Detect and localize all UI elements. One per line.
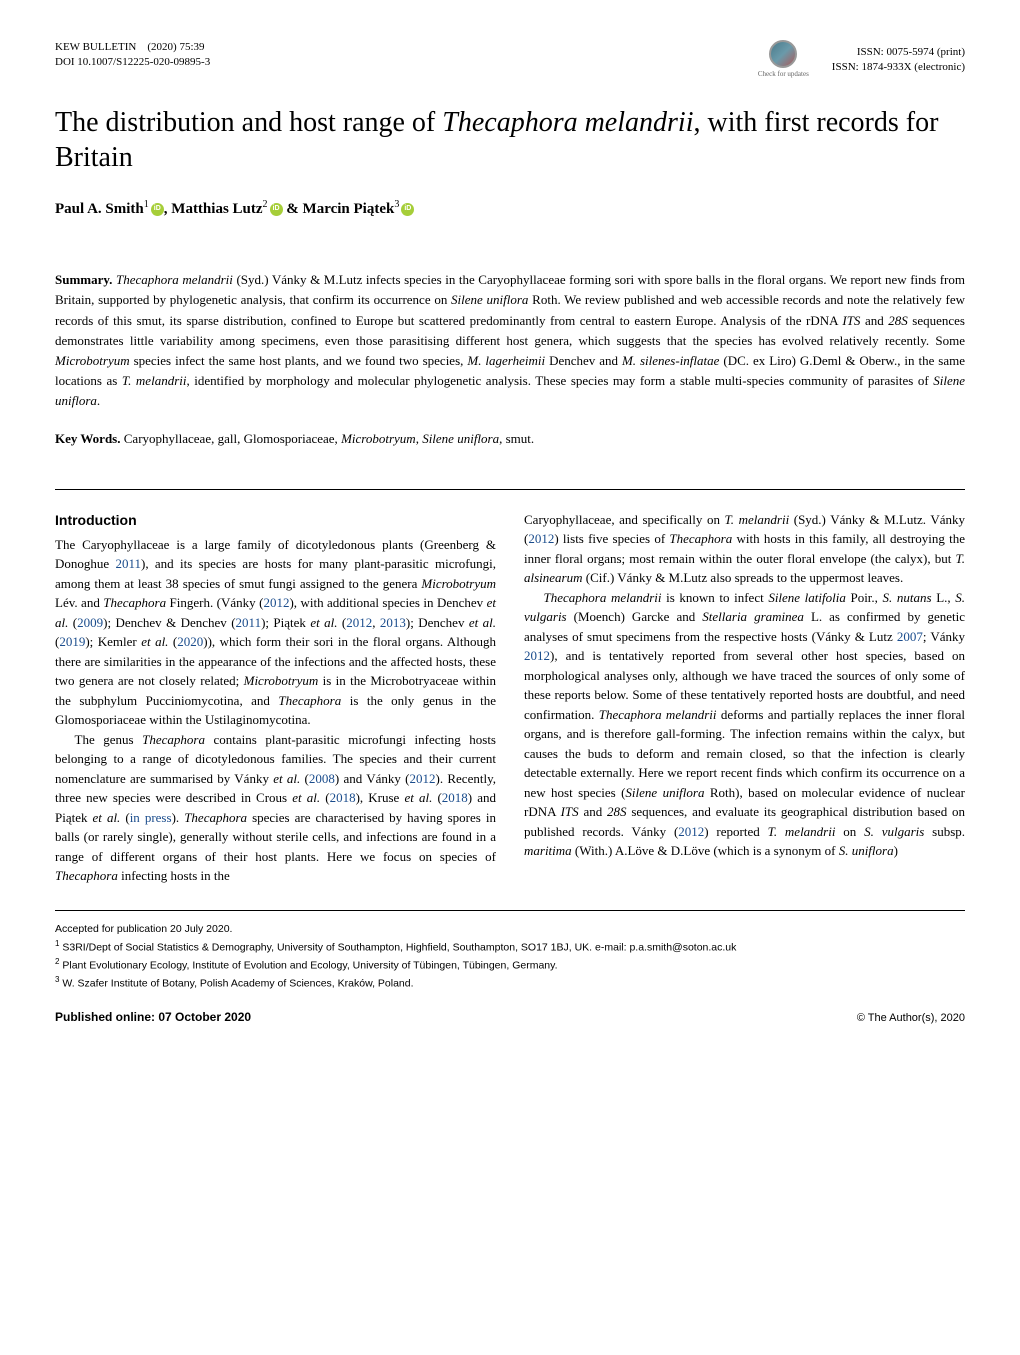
introduction-heading: Introduction [55,510,496,531]
column-left: Introduction The Caryophyllaceae is a la… [55,510,496,886]
issn-print: ISSN: 0075-5974 (print) [857,46,965,58]
author-1: Paul A. Smith [55,201,144,217]
doi: DOI 10.1007/S12225-020-09895-3 [55,56,210,68]
crossmark-icon [769,40,797,68]
keywords-text: Caryophyllaceae, gall, Glomosporiaceae, … [121,431,535,446]
author-3: Marcin Piątek [303,201,395,217]
affiliation-2: 2 Plant Evolutionary Ecology, Institute … [55,956,965,974]
author-sep-2: & [283,201,303,217]
orcid-icon[interactable] [151,203,164,216]
published-online: Published online: 07 October 2020 [55,1008,251,1026]
keywords: Key Words. Caryophyllaceae, gall, Glomos… [55,429,965,449]
footer-divider [55,910,965,911]
journal-name: KEW BULLETIN [55,41,136,53]
keywords-lead: Key Words. [55,431,121,446]
intro-p3: Caryophyllaceae, and specifically on T. … [524,510,965,588]
crossmark-label: Check for updates [758,70,809,80]
title-species: Thecaphora melandrii [442,107,693,138]
author-2: Matthias Lutz [171,201,262,217]
crossmark-badge[interactable]: Check for updates [758,40,809,80]
intro-p1: The Caryophyllaceae is a large family of… [55,535,496,730]
authors-line: Paul A. Smith1, Matthias Lutz2 & Marcin … [55,197,965,221]
author-2-sup: 2 [263,199,268,210]
issue: (2020) 75:39 [147,41,204,53]
footnotes: Accepted for publication 20 July 2020. 1… [55,921,965,993]
title-pre: The distribution and host range of [55,107,442,138]
page-header: KEW BULLETIN (2020) 75:39 DOI 10.1007/S1… [55,40,965,80]
author-3-sup: 3 [394,199,399,210]
intro-p2: The genus Thecaphora contains plant-para… [55,730,496,886]
summary: Summary. Thecaphora melandrii (Syd.) Ván… [55,270,965,411]
affiliation-3: 3 W. Szafer Institute of Botany, Polish … [55,974,965,992]
affiliation-1: 1 S3RI/Dept of Social Statistics & Demog… [55,938,965,956]
article-title: The distribution and host range of Theca… [55,105,965,175]
author-1-sup: 1 [144,199,149,210]
header-left: KEW BULLETIN (2020) 75:39 DOI 10.1007/S1… [55,40,210,71]
intro-p4: Thecaphora melandrii is known to infect … [524,588,965,861]
footer-row: Published online: 07 October 2020 © The … [55,992,965,1026]
accepted-date: Accepted for publication 20 July 2020. [55,921,965,938]
section-divider [55,489,965,490]
copyright: © The Author(s), 2020 [857,1010,965,1027]
header-right: Check for updates ISSN: 0075-5974 (print… [758,40,965,80]
summary-lead: Summary. [55,272,112,287]
orcid-icon[interactable] [401,203,414,216]
issn-electronic: ISSN: 1874-933X (electronic) [832,61,965,73]
orcid-icon[interactable] [270,203,283,216]
body-columns: Introduction The Caryophyllaceae is a la… [55,510,965,886]
summary-text: Thecaphora melandrii (Syd.) Vánky & M.Lu… [55,272,965,408]
column-right: Caryophyllaceae, and specifically on T. … [524,510,965,886]
